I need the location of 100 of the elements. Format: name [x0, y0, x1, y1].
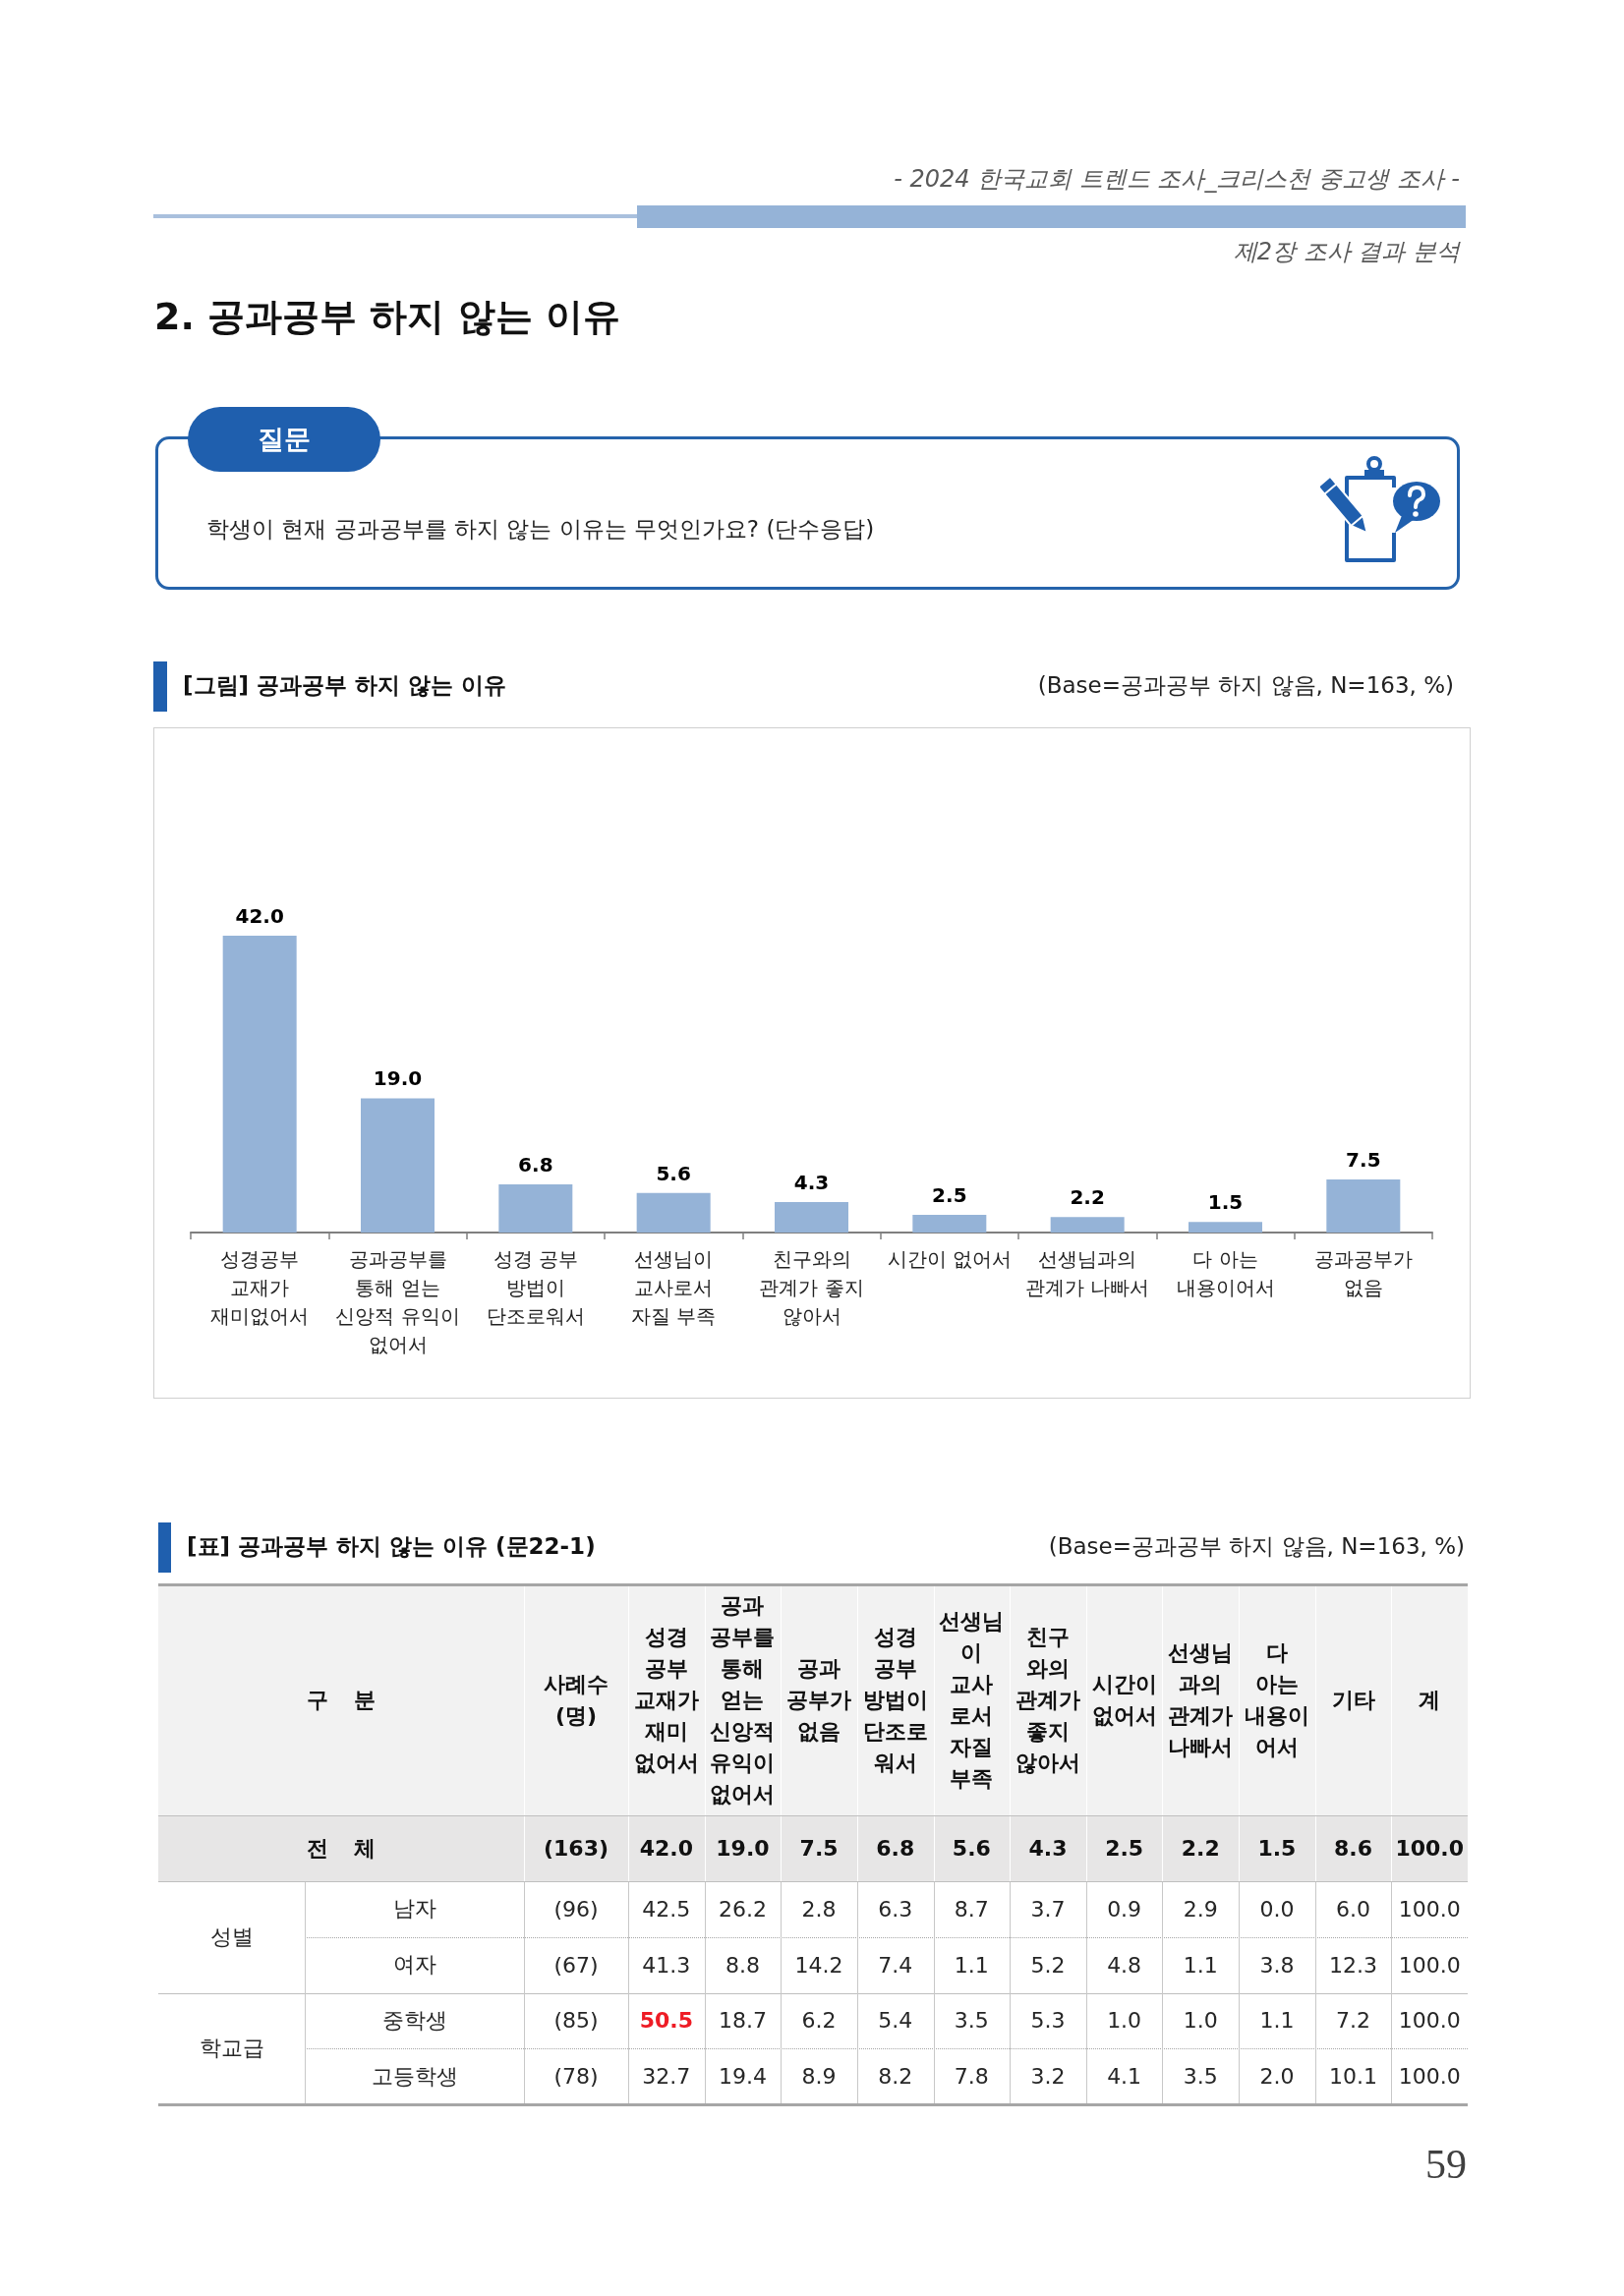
text: 100.0 [1398, 2064, 1461, 2090]
text: 7.5 [799, 1836, 839, 1861]
data-label: 42.0 [235, 904, 284, 928]
text: 8.9 [801, 2064, 837, 2090]
data-label: 7.5 [1346, 1148, 1381, 1173]
text: 14.2 [794, 1952, 843, 1978]
text: (163) [543, 1836, 609, 1861]
text: 8.6 [1334, 1836, 1373, 1861]
data-label: 19.0 [373, 1066, 423, 1091]
bar [1326, 1179, 1401, 1233]
text: 100.0 [1398, 1952, 1461, 1978]
text: 구 분 [307, 1686, 376, 1714]
text: 8.2 [878, 2064, 913, 2090]
text: 2.9 [1183, 1896, 1218, 1922]
bar [1189, 1222, 1262, 1233]
x-tick-label: 공과공부를 통해 얻는 신앙적 유익이 없어서 [335, 1246, 460, 1356]
text: 2. 공과공부 하지 않는 이유 [154, 294, 620, 339]
text: 0.9 [1107, 1896, 1142, 1922]
text: 5.6 [952, 1836, 991, 1861]
category-label: 선생님 이 교사 로서 자질 부족 [939, 1607, 1005, 1793]
text: 100.0 [1398, 1896, 1461, 1922]
text: 19.4 [718, 2064, 767, 2090]
text: 26.2 [718, 1896, 767, 1922]
category-label: 시간이 없어서 [1091, 1670, 1157, 1730]
data-label: 4.3 [793, 1171, 830, 1195]
x-tick-label: 선생님이 교사로서 자질 부족 [630, 1246, 717, 1328]
text: 3.2 [1030, 2064, 1066, 2090]
text: - 2024 한국교회 트렌드 조사_크리스천 중고생 조사 - [894, 164, 1460, 194]
data-label: 5.6 [656, 1161, 691, 1185]
text: 5.3 [1030, 2008, 1066, 2034]
category-label: 공과 공부가 없음 [786, 1654, 852, 1746]
category-label: 친구 와의 관계가 좋지 않아서 [1015, 1623, 1080, 1777]
x-tick-label: 성경 공부 방법이 단조로워서 [486, 1246, 585, 1328]
text: 50.5 [639, 2008, 693, 2034]
text: 2.8 [801, 1896, 837, 1922]
text: 1.0 [1107, 2008, 1142, 2034]
chart-title: [그림] 공과공부 하지 않는 이유 [183, 671, 507, 700]
category-label: 중학생 [381, 2007, 447, 2033]
text: 1.1 [954, 1952, 989, 1978]
text: 8.8 [725, 1952, 760, 1978]
text: 42.0 [639, 1836, 693, 1861]
bar [775, 1202, 848, 1233]
data-label: 6.8 [518, 1153, 553, 1177]
category-label: 사례수 (명) [544, 1670, 609, 1730]
text: 3.8 [1259, 1952, 1295, 1978]
category-label: 성경 공부 교재가 재미 없어서 [633, 1623, 699, 1777]
category-label: 전 체 [307, 1835, 376, 1861]
text: 100.0 [1398, 2008, 1461, 2034]
text: (85) [553, 2008, 599, 2034]
category-label: 여자 [392, 1952, 436, 1978]
text: 100.0 [1395, 1836, 1464, 1861]
text: 6.0 [1336, 1896, 1371, 1922]
category-label: 기타 [1331, 1686, 1375, 1714]
text: 7.8 [954, 2064, 989, 2090]
text: 4.8 [1107, 1952, 1142, 1978]
category-label: 성경 공부 방법이 단조로 워서 [862, 1623, 928, 1777]
x-tick-label: 성경공부 교재가 재미없어서 [210, 1246, 310, 1328]
x-tick-label: 다 아는 내용이어서 [1176, 1246, 1275, 1299]
text: 3.7 [1030, 1896, 1066, 1922]
data-label: 1.5 [1207, 1190, 1244, 1215]
bar [361, 1098, 435, 1233]
text: 학생이 현재 공과공부를 하지 않는 이유는 무엇인가요? (단수응답) [206, 515, 875, 544]
text: 학교급 [199, 2035, 264, 2063]
category-label: 선생님 과의 관계가 나빠서 [1168, 1638, 1234, 1761]
category-label: 공과 공부를 통해 얻는 신앙적 유익이 없어서 [710, 1591, 776, 1808]
text: 59 [1425, 2141, 1467, 2188]
category-label: 남자 [392, 1896, 436, 1922]
text: (78) [553, 2064, 599, 2090]
text: 42.5 [642, 1896, 691, 1922]
text: [표] 공과공부 하지 않는 이유 (문22-1) [187, 1532, 596, 1561]
text: 2.0 [1259, 2064, 1295, 2090]
category-label: 계 [1419, 1686, 1441, 1714]
text: 2.5 [1105, 1836, 1144, 1861]
text: 19.0 [716, 1836, 770, 1861]
text: 5.4 [878, 2008, 913, 2034]
x-tick-label: 공과공부가 없음 [1313, 1246, 1413, 1299]
x-tick-label: 선생님과의 관계가 나빠서 [1024, 1246, 1150, 1299]
text: 7.4 [878, 1952, 913, 1978]
bar [912, 1215, 987, 1233]
text: 1.1 [1259, 2008, 1295, 2034]
text: 3.5 [1183, 2064, 1218, 2090]
text: 41.3 [642, 1952, 691, 1978]
text: 10.1 [1329, 2064, 1378, 2090]
category-label: 다 아는 내용이 어서 [1244, 1638, 1309, 1761]
text: 1.0 [1183, 2008, 1218, 2034]
bar [636, 1192, 711, 1233]
text: 4.1 [1107, 2064, 1142, 2090]
bar [498, 1184, 573, 1233]
text: 2.2 [1181, 1836, 1220, 1861]
text: (Base=공과공부 하지 않음, N=163, %) [1048, 1532, 1465, 1561]
x-tick-label: 친구와의 관계가 좋지 않아서 [759, 1246, 864, 1328]
text: 6.2 [801, 2008, 837, 2034]
text: 6.8 [876, 1836, 915, 1861]
chart-subtitle: (Base=공과공부 하지 않음, N=163, %) [1037, 671, 1454, 700]
data-label: 2.5 [932, 1183, 967, 1208]
label-tab: 질문 [188, 407, 380, 472]
text: 8.7 [954, 1896, 989, 1922]
text: 5.2 [1030, 1952, 1066, 1978]
text: 1.5 [1257, 1836, 1297, 1861]
data-label: 2.2 [1070, 1185, 1105, 1210]
